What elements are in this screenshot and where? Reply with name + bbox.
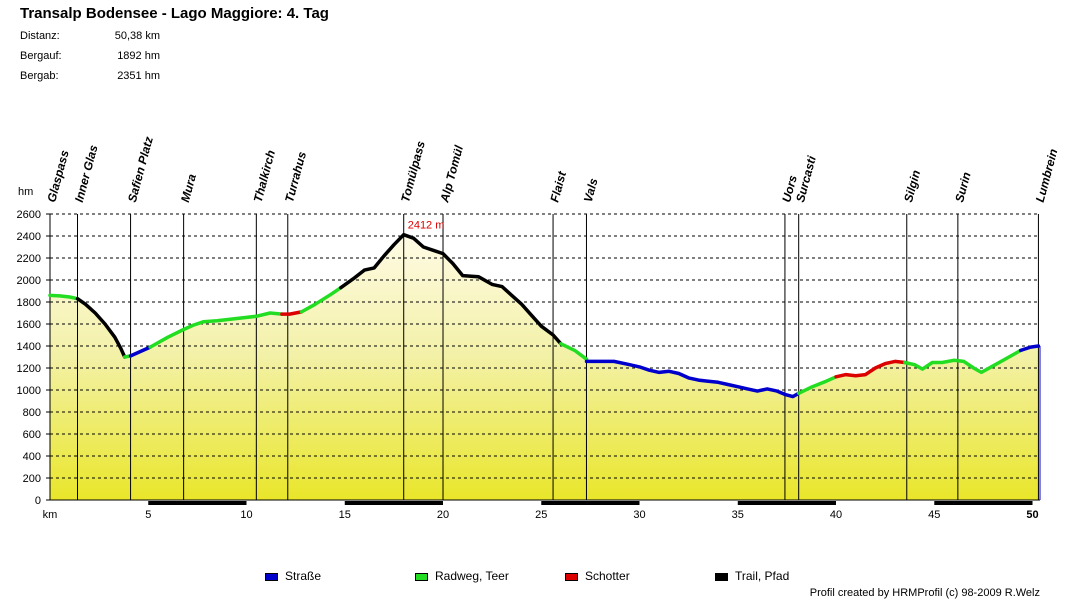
km-bar-block (344, 501, 444, 505)
x-tick-label: 40 (830, 509, 842, 521)
x-tick-label: 35 (732, 509, 744, 521)
profile-segment-green (796, 375, 838, 396)
waypoint-label: Tomülpass (398, 139, 428, 204)
legend-swatch-blue (265, 573, 278, 581)
y-tick-label: 600 (23, 429, 41, 441)
y-tick-label: 0 (35, 495, 41, 507)
waypoint-label: Uors (779, 173, 800, 203)
waypoint-label: Inner Glas (72, 143, 101, 204)
legend-label-strasse: Straße (285, 569, 322, 583)
waypoint-label: Flaist (547, 169, 569, 204)
legend-label-radweg: Radweg, Teer (435, 569, 509, 583)
y-tick-label: 1600 (17, 319, 41, 331)
legend-swatch-red (565, 573, 578, 581)
km-bar-block (443, 501, 542, 505)
stat-descent-value: 2351 hm (117, 70, 160, 82)
profile-segment-red (280, 310, 304, 316)
km-bar-block (541, 501, 640, 505)
stat-distance-value: 50,38 km (114, 30, 160, 42)
waypoint-label: Lumbrein (1033, 147, 1061, 203)
y-tick-label: 1800 (17, 297, 41, 309)
profile-segment-blue (1018, 344, 1041, 353)
x-tick-label: 15 (339, 509, 351, 521)
waypoint-label: Silgin (901, 169, 923, 204)
y-tick-label: 1400 (17, 341, 41, 353)
km-bar-block (148, 501, 247, 505)
km-bar-block (50, 501, 149, 505)
legend-label-schotter: Schotter (585, 569, 630, 583)
credit-text: Profil created by HRMProfil (c) 98-2009 … (809, 587, 1040, 599)
km-bar-block (639, 501, 738, 505)
y-tick-label: 2000 (17, 275, 41, 287)
km-bar-block (934, 501, 1033, 505)
x-tick-label: 45 (928, 509, 940, 521)
chart-title: Transalp Bodensee - Lago Maggiore: 4. Ta… (20, 5, 329, 22)
profile-segment-blue (128, 345, 152, 358)
profile-segment-black (339, 232, 563, 346)
elevation-area (50, 234, 1039, 500)
x-tick-label: 30 (633, 509, 645, 521)
x-tick-label: 25 (535, 509, 547, 521)
waypoint-label: Turrahus (282, 150, 309, 204)
x-axis-label: km (43, 509, 58, 521)
legend-label-trail: Trail, Pfad (735, 569, 790, 583)
x-tick-label: 20 (437, 509, 449, 521)
km-bar-block (737, 501, 837, 505)
x-tick-label: 50 (1026, 509, 1038, 521)
y-tick-label: 2200 (17, 253, 41, 265)
stat-distance-label: Distanz: (20, 30, 60, 42)
y-tick-label: 400 (23, 451, 41, 463)
y-tick-label: 2400 (17, 231, 41, 243)
profile-segment-green (299, 285, 343, 314)
profile-segment-green (559, 342, 589, 361)
waypoint-label: Alp Tomül (437, 143, 466, 204)
km-bar-block (246, 501, 345, 505)
legend-swatch-green (415, 573, 428, 581)
profile-segment-green (148, 311, 284, 349)
y-axis-label: hm (18, 186, 33, 198)
waypoint-label: Mura (178, 172, 199, 204)
profile-segment-green (48, 293, 80, 301)
waypoint-label: Vals (581, 176, 601, 203)
y-tick-label: 800 (23, 407, 41, 419)
y-tick-label: 1200 (17, 363, 41, 375)
stat-ascent-label: Bergauf: (20, 50, 62, 62)
km-bar-block (1032, 501, 1040, 505)
y-tick-label: 200 (23, 473, 41, 485)
peak-annotation: 2412 m (408, 220, 445, 232)
x-tick-label: 10 (240, 509, 252, 521)
y-tick-label: 1000 (17, 385, 41, 397)
waypoint-label: Safien Platz (125, 135, 156, 204)
stat-descent-label: Bergab: (20, 70, 59, 82)
waypoint-label: Thalkirch (251, 149, 278, 204)
profile-segment-green (903, 348, 1023, 375)
profile-segment-blue (584, 359, 801, 399)
profile-segment-black (75, 296, 127, 359)
waypoint-label: Glaspass (44, 148, 71, 203)
legend-swatch-black (715, 573, 728, 581)
profile-segment-red (834, 359, 907, 379)
stat-ascent-value: 1892 hm (117, 50, 160, 62)
x-tick-label: 5 (145, 509, 151, 521)
km-bar-block (836, 501, 935, 505)
elevation-chart: 0 200 400 600 800 1000 1200 1400 1600 1800 2000 220… (17, 135, 1061, 521)
waypoint-label: Surin (952, 171, 973, 204)
y-tick-label: 2600 (17, 209, 41, 221)
